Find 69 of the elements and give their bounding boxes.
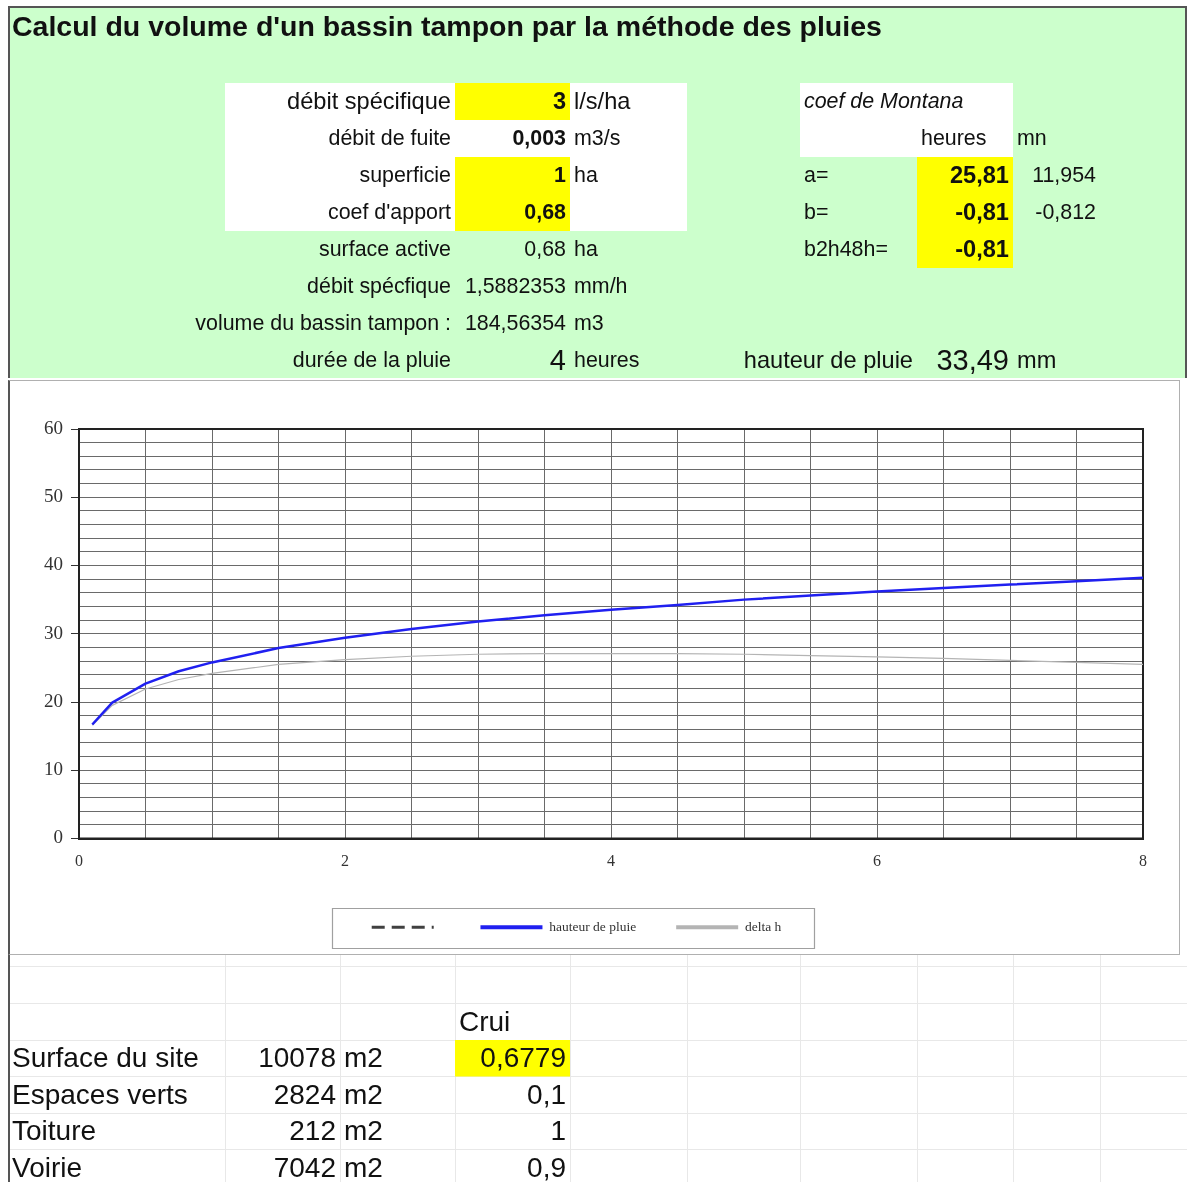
text: 7042: [273, 1151, 336, 1182]
y-tick-label: 40: [44, 553, 63, 575]
x-tick-label: 4: [607, 852, 615, 870]
text: m2: [344, 1042, 383, 1074]
text: -0,81: [955, 199, 1009, 226]
text: Surface du site: [12, 1042, 199, 1074]
text: -0,81: [955, 236, 1009, 263]
text: Crui: [459, 1005, 511, 1037]
text: débit spécfique: [307, 274, 451, 299]
x-tick-label: 0: [75, 852, 83, 870]
text: coef de Montana: [804, 89, 964, 114]
text: a=: [804, 163, 829, 188]
text: durée de la pluie: [292, 348, 451, 373]
text: l/s/ha: [574, 88, 631, 115]
text: superficie: [359, 163, 451, 188]
text: mm: [1017, 347, 1057, 374]
text: 33,49: [936, 344, 1009, 377]
text: 1: [554, 163, 566, 188]
text: 25,81: [949, 162, 1009, 189]
text: b=: [804, 200, 829, 225]
text: 184,56354: [464, 311, 566, 336]
x-tick-label: 8: [1139, 852, 1147, 870]
text: 11,954: [1032, 163, 1096, 188]
text: 1,5882353: [464, 274, 566, 299]
text: 1: [550, 1115, 566, 1147]
text: 10078: [258, 1042, 336, 1074]
text: 0,1: [527, 1078, 566, 1110]
text: heures: [574, 348, 640, 373]
y-tick-label: 30: [44, 621, 63, 643]
text: m2: [344, 1078, 383, 1110]
y-tick-label: 60: [44, 416, 63, 438]
legend-label: delta h: [744, 918, 782, 934]
text: m3/s: [574, 126, 621, 151]
y-tick-label: 20: [44, 689, 63, 711]
text: 4: [549, 344, 566, 377]
text: volume du bassin tampon :: [195, 311, 451, 336]
text: m2: [344, 1115, 383, 1147]
text: 0,9: [527, 1151, 566, 1182]
text: 0,003: [512, 126, 566, 151]
text: 3: [552, 88, 566, 115]
y-tick-label: 50: [44, 485, 63, 507]
text: coef d'apport: [327, 200, 451, 225]
text: m3: [574, 311, 604, 336]
text: b2h48h=: [804, 237, 888, 262]
text: surface active: [319, 237, 451, 262]
y-tick-label: 10: [44, 758, 63, 780]
x-tick-label: 6: [873, 852, 881, 870]
text: Voirie: [12, 1151, 83, 1182]
text: 0,68: [524, 200, 566, 225]
text: Espaces verts: [12, 1078, 188, 1110]
text: heures: [921, 126, 987, 151]
text: débit de fuite: [328, 126, 451, 151]
text: -0,812: [1035, 200, 1096, 225]
x-tick-label: 2: [341, 852, 349, 870]
text: 2824: [273, 1078, 336, 1110]
text: Calcul du volume d'un bassin tampon par la méthode des pluies: [12, 10, 882, 42]
text: m2: [344, 1151, 383, 1182]
text: mm/h: [574, 274, 628, 299]
y-tick-label: 0: [53, 826, 63, 848]
text: Toiture: [12, 1115, 97, 1147]
text: mn: [1017, 126, 1047, 151]
text: 0,68: [524, 237, 566, 262]
legend-label: hauteur de pluie: [549, 918, 637, 934]
text: 0,6779: [480, 1042, 566, 1074]
text: ha: [574, 163, 598, 188]
text: débit spécifique: [287, 88, 451, 115]
text: ha: [574, 237, 598, 262]
text: 212: [289, 1115, 336, 1147]
text: hauteur de pluie: [743, 347, 913, 374]
